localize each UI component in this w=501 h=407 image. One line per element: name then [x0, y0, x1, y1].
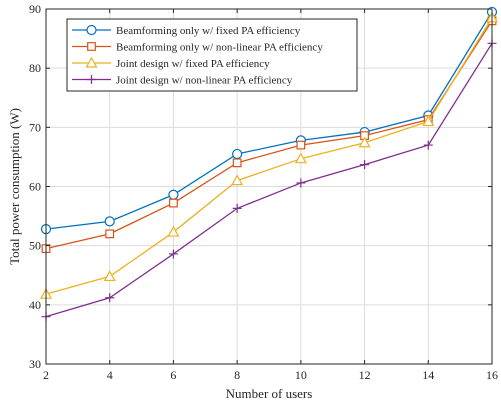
x-tick-label: 2 [43, 368, 49, 382]
legend-item: Beamforming only w/ fixed PA efficiency [72, 24, 301, 37]
circle-marker [232, 148, 243, 160]
triangle-marker [294, 152, 307, 164]
y-tick-label: 30 [29, 357, 41, 371]
series-line [45, 42, 493, 318]
square-marker [169, 198, 178, 208]
series-group [39, 6, 499, 322]
x-tick-label: 6 [170, 368, 176, 382]
y-tick-label: 50 [29, 239, 41, 253]
plus-marker [296, 178, 306, 188]
series-3 [39, 11, 499, 299]
plus-marker [232, 203, 242, 213]
plus-marker [360, 160, 370, 170]
circle-marker [104, 216, 115, 227]
square-marker [105, 229, 115, 239]
x-tick-label: 14 [422, 368, 434, 382]
legend-item: Joint design w/ non-linear PA efficiency [72, 75, 293, 87]
y-tick-label: 60 [29, 180, 41, 194]
x-tick-label: 12 [359, 368, 371, 382]
legend-label: Beamforming only w/ fixed PA efficiency [116, 25, 301, 37]
legend: Beamforming only w/ fixed PA efficiency B… [66, 18, 358, 92]
x-tick-label: 10 [295, 368, 307, 382]
legend-label: Beamforming only w/ non-linear PA effici… [116, 42, 323, 54]
triangle-marker [422, 115, 435, 127]
axis-ticks: 2 4 6 8 10 12 14 16 30 40 50 60 70 80 90 [29, 2, 498, 382]
y-tick-label: 80 [29, 61, 41, 75]
triangle-marker [231, 174, 244, 186]
x-tick-label: 16 [486, 368, 498, 382]
legend-label: Joint design w/ fixed PA efficiency [116, 58, 270, 70]
plus-marker [423, 140, 433, 150]
triangle-marker [103, 270, 116, 282]
x-axis-label: Number of users [226, 386, 313, 401]
series-line [45, 11, 493, 230]
legend-box [66, 18, 358, 92]
series-line [45, 20, 493, 250]
triangle-marker [85, 56, 98, 68]
legend-item: Joint design w/ fixed PA efficiency [72, 56, 270, 70]
y-axis-label: Total power consumption (W) [7, 108, 22, 265]
square-marker [296, 140, 306, 150]
y-tick-label: 90 [29, 2, 41, 16]
plus-marker [105, 293, 115, 303]
plus-marker [168, 249, 178, 259]
triangle-marker [167, 225, 180, 237]
plus-marker [87, 75, 96, 84]
square-marker [232, 158, 242, 168]
y-tick-label: 40 [29, 298, 41, 312]
series-line [45, 17, 493, 295]
triangle-marker [358, 136, 371, 148]
square-marker [87, 42, 96, 51]
circle-marker [168, 189, 179, 200]
x-tick-label: 8 [234, 368, 240, 382]
legend-item: Beamforming only w/ non-linear PA effici… [72, 42, 323, 54]
legend-label: Joint design w/ non-linear PA efficiency [116, 75, 293, 87]
y-tick-label: 70 [29, 120, 41, 134]
series-1 [40, 6, 498, 235]
circle-marker [86, 24, 97, 36]
x-tick-label: 4 [107, 368, 113, 382]
